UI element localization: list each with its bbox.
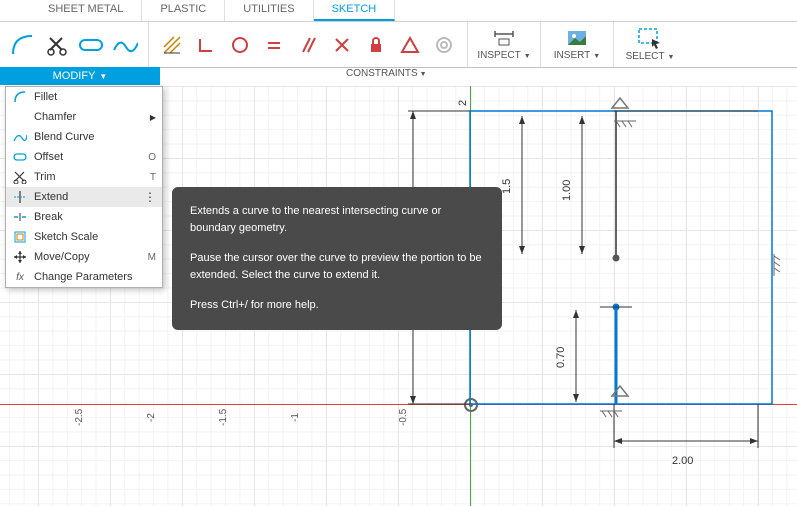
tooltip-line-1: Extends a curve to the nearest intersect… bbox=[190, 203, 484, 236]
insert-button[interactable]: INSERT bbox=[547, 23, 607, 67]
menu-offset[interactable]: OffsetO bbox=[6, 147, 162, 167]
chamfer-icon bbox=[12, 109, 28, 125]
slot-icon[interactable] bbox=[76, 30, 106, 60]
extend-tooltip: Extends a curve to the nearest intersect… bbox=[172, 187, 502, 330]
scale-icon bbox=[12, 229, 28, 245]
break-icon bbox=[12, 209, 28, 225]
move-icon bbox=[12, 249, 28, 265]
menu-sketch-scale[interactable]: Sketch Scale bbox=[6, 227, 162, 247]
lock-icon[interactable] bbox=[361, 30, 391, 60]
inspect-icon bbox=[492, 28, 516, 48]
fx-icon: fx bbox=[12, 269, 28, 285]
toolbar: INSPECT INSERT SELECT bbox=[0, 22, 797, 68]
blend-icon bbox=[12, 129, 28, 145]
hatch-icon[interactable] bbox=[157, 30, 187, 60]
inspect-button[interactable]: INSPECT bbox=[474, 23, 534, 67]
triangle-icon[interactable] bbox=[395, 30, 425, 60]
insert-icon bbox=[565, 28, 589, 48]
modify-dropdown-menu: Fillet Chamfer Blend Curve OffsetO TrimT… bbox=[5, 86, 163, 288]
dim-top: 2 bbox=[457, 100, 469, 106]
select-icon bbox=[637, 27, 663, 49]
inspect-label: INSPECT bbox=[477, 50, 530, 61]
menu-move-copy[interactable]: Move/CopyM bbox=[6, 247, 162, 267]
constraints-dropdown-button[interactable]: CONSTRAINTS bbox=[338, 68, 435, 79]
x-constraint-icon[interactable] bbox=[327, 30, 357, 60]
tooltip-line-2: Pause the cursor over the curve to previ… bbox=[190, 250, 484, 283]
scissors-icon[interactable] bbox=[42, 30, 72, 60]
tab-utilities[interactable]: UTILITIES bbox=[225, 0, 313, 21]
menu-change-parameters[interactable]: fxChange Parameters bbox=[6, 267, 162, 287]
menu-extend[interactable]: Extend bbox=[6, 187, 162, 207]
parallel-icon[interactable] bbox=[293, 30, 323, 60]
menu-blend-curve[interactable]: Blend Curve bbox=[6, 127, 162, 147]
tooltip-line-3: Press Ctrl+/ for more help. bbox=[190, 297, 484, 314]
menu-trim[interactable]: TrimT bbox=[6, 167, 162, 187]
dim-seg-b: 0.70 bbox=[555, 347, 567, 368]
menu-chamfer[interactable]: Chamfer bbox=[6, 107, 162, 127]
ring-icon[interactable] bbox=[429, 30, 459, 60]
dim-gap: 1.5 bbox=[501, 179, 513, 194]
spline-icon[interactable] bbox=[110, 30, 140, 60]
arc-tool-icon[interactable] bbox=[8, 30, 38, 60]
menu-fillet[interactable]: Fillet bbox=[6, 87, 162, 107]
tab-sheet-metal[interactable]: SHEET METAL bbox=[30, 0, 142, 21]
offset-icon bbox=[12, 149, 28, 165]
dim-seg-a: 1.00 bbox=[561, 180, 573, 201]
select-button[interactable]: SELECT bbox=[620, 23, 680, 67]
corner-icon[interactable] bbox=[191, 30, 221, 60]
menu-break[interactable]: Break bbox=[6, 207, 162, 227]
tab-plastic[interactable]: PLASTIC bbox=[142, 0, 225, 21]
trim-icon bbox=[12, 169, 28, 185]
more-icon bbox=[144, 190, 156, 204]
fillet-icon bbox=[12, 89, 28, 105]
extend-icon bbox=[12, 189, 28, 205]
tab-sketch[interactable]: SKETCH bbox=[314, 0, 396, 21]
circle-constraint-icon[interactable] bbox=[225, 30, 255, 60]
tab-bar: SHEET METAL PLASTIC UTILITIES SKETCH bbox=[0, 0, 797, 22]
select-label: SELECT bbox=[626, 51, 675, 62]
modify-dropdown-button[interactable]: MODIFY bbox=[0, 67, 160, 85]
equal-icon[interactable] bbox=[259, 30, 289, 60]
submenu-arrow-icon bbox=[150, 111, 156, 123]
dim-width: 2.00 bbox=[672, 455, 693, 467]
insert-label: INSERT bbox=[554, 50, 600, 61]
outer-rect bbox=[470, 111, 772, 404]
